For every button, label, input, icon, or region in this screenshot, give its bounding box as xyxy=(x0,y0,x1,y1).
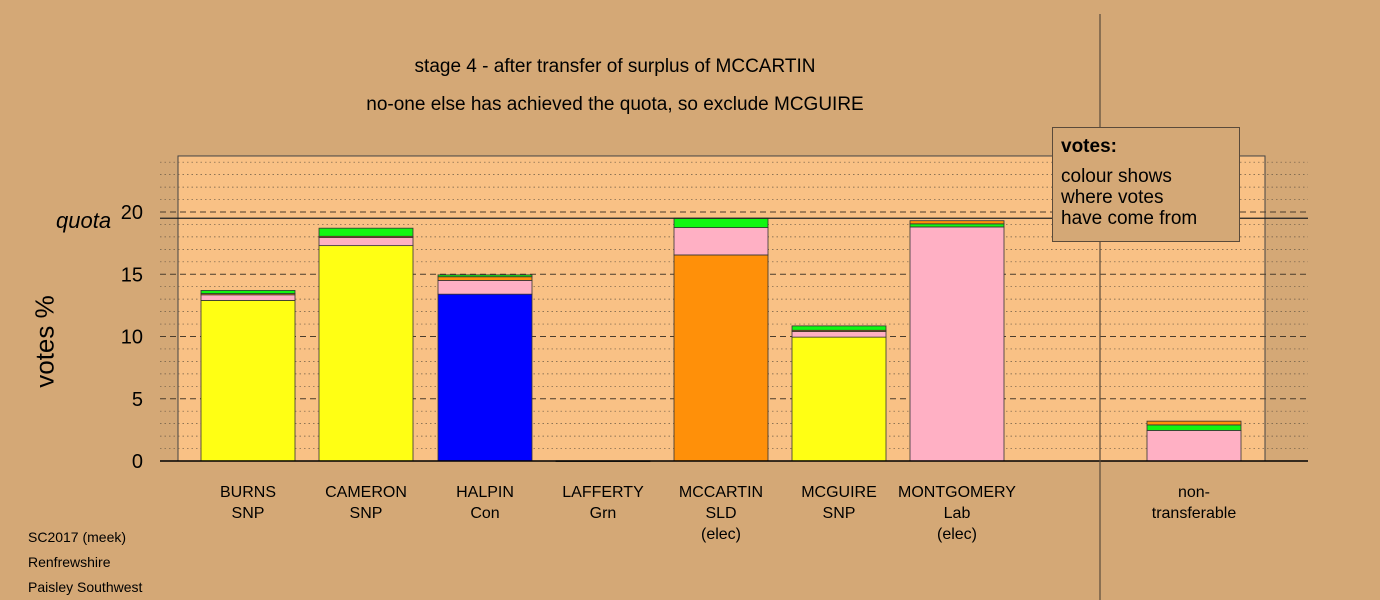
candidate-status: (elec) xyxy=(700,526,741,543)
bar-segment xyxy=(437,280,533,295)
candidate-party: SNP xyxy=(349,505,383,522)
bar-segment xyxy=(200,294,296,301)
bar-segment xyxy=(791,325,887,331)
bar-segment xyxy=(200,299,296,462)
bar-segment xyxy=(673,227,769,256)
candidate-label: CAMERON SNP xyxy=(291,482,441,524)
candidate-name: MONTGOMERY xyxy=(898,484,1016,501)
nontransferable-label-line2: transferable xyxy=(1151,505,1237,522)
y-tick-label: 0 xyxy=(132,451,143,473)
y-axis-label: votes % xyxy=(29,295,60,388)
quota-label: quota xyxy=(56,208,112,233)
bar-segment xyxy=(200,290,296,294)
y-tick-label: 15 xyxy=(121,264,143,286)
bar-segment xyxy=(1146,420,1242,426)
candidate-label: MCGUIRE SNP xyxy=(764,482,914,524)
legend-line-3: have come from xyxy=(1061,208,1198,229)
footer-council: Renfrewshire xyxy=(28,554,111,570)
legend-box: votes: colour shows where votes have com… xyxy=(1052,127,1240,242)
candidate-party: SNP xyxy=(822,505,856,522)
bar-segment xyxy=(318,245,414,462)
candidate-name: MCGUIRE xyxy=(801,484,877,501)
candidate-label: MCCARTIN SLD (elec) xyxy=(646,482,796,545)
bar-segment xyxy=(1146,424,1242,431)
bar-segment xyxy=(791,336,887,462)
candidate-party: Grn xyxy=(589,505,617,522)
bar-segment xyxy=(318,237,414,247)
bar-segment xyxy=(673,254,769,462)
bar-segment xyxy=(909,220,1005,225)
candidate-party: SLD xyxy=(705,505,737,522)
candidate-name: LAFFERTY xyxy=(562,484,644,501)
candidate-name: BURNS xyxy=(219,484,276,501)
bar-segment xyxy=(909,223,1005,228)
chart-subtitle: no-one else has achieved the quota, so e… xyxy=(366,94,864,115)
candidate-name: CAMERON xyxy=(325,484,407,501)
legend-line-1: colour shows xyxy=(1061,166,1172,187)
y-tick-label: 10 xyxy=(121,327,143,349)
bar-segment xyxy=(318,227,414,237)
nontransferable-label-line1: non- xyxy=(1177,484,1211,501)
legend-title: votes: xyxy=(1061,136,1117,157)
candidate-name: MCCARTIN xyxy=(678,484,764,501)
candidate-label: LAFFERTY Grn xyxy=(528,482,678,524)
bar-segment xyxy=(1146,430,1242,462)
candidate-party: Con xyxy=(470,505,500,522)
bar-segment xyxy=(673,217,769,228)
candidate-party: SNP xyxy=(231,505,265,522)
candidate-name: HALPIN xyxy=(456,484,514,501)
candidate-status: (elec) xyxy=(936,526,977,543)
chart-title: stage 4 - after transfer of surplus of M… xyxy=(414,56,816,77)
bar-segment xyxy=(791,331,887,338)
candidate-label: BURNS SNP xyxy=(173,482,323,524)
candidate-label: MONTGOMERY Lab (elec) xyxy=(882,482,1032,545)
bar-segment xyxy=(437,293,533,462)
legend-line-2: where votes xyxy=(1061,187,1164,208)
y-tick-label: 5 xyxy=(132,389,143,411)
bar-segment xyxy=(437,276,533,281)
y-tick-label: 20 xyxy=(121,202,143,224)
footer-ward: Paisley Southwest xyxy=(28,579,143,595)
footer-election: SC2017 (meek) xyxy=(28,529,127,545)
bar-segment xyxy=(437,274,533,278)
candidate-party: Lab xyxy=(943,505,971,522)
nontransferable-label: non- transferable xyxy=(1119,482,1269,524)
bar-segment xyxy=(909,226,1005,462)
candidate-label: HALPIN Con xyxy=(410,482,560,524)
